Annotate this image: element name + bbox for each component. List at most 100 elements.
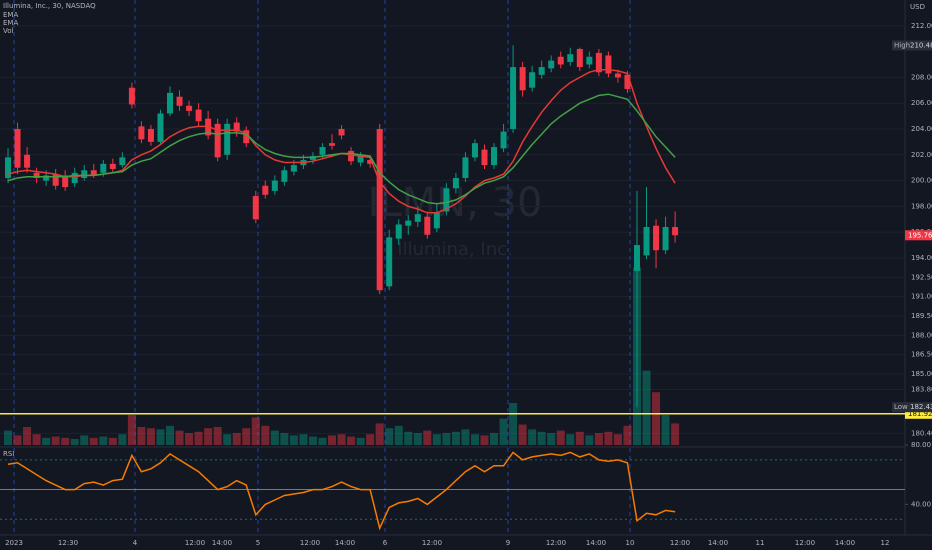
last-price-tag	[905, 230, 932, 241]
candle-body	[62, 175, 69, 188]
y-tick-label: 208.00	[911, 73, 932, 81]
candle-body	[262, 185, 269, 195]
rsi-title: RSI	[3, 450, 14, 458]
candle-body	[433, 212, 440, 229]
candle-body	[176, 96, 183, 106]
volume-bar	[99, 436, 108, 445]
candle-body	[319, 147, 326, 155]
volume-bar	[89, 437, 98, 445]
candle-body	[386, 237, 393, 287]
candle-body	[405, 220, 412, 226]
volume-bar	[528, 429, 537, 445]
rsi-tick-label: 80.00	[911, 441, 931, 449]
volume-bar	[509, 403, 518, 445]
chart-title: Illumina, Inc., 30, NASDAQ	[3, 2, 96, 10]
y-tick-label: 192.50	[911, 273, 932, 281]
candle-body	[100, 163, 107, 173]
y-tick-label: 204.00	[911, 125, 932, 133]
candle-body	[643, 227, 650, 256]
candle-body	[338, 128, 345, 136]
candle-body	[128, 87, 135, 105]
y-tick-label: 183.80	[911, 386, 932, 394]
volume-bar	[356, 437, 365, 445]
candle-body	[24, 154, 31, 168]
candle-body	[109, 163, 116, 169]
candle-body	[71, 172, 78, 184]
x-tick-label: 11	[756, 539, 765, 547]
volume-bar	[366, 434, 375, 445]
volume-bar	[251, 417, 260, 445]
volume-bar	[451, 431, 460, 445]
volume-bar	[404, 431, 413, 445]
volume-bar	[204, 428, 213, 445]
candle-body	[633, 245, 640, 271]
volume-bar	[80, 435, 89, 445]
volume-bar	[432, 434, 441, 445]
y-tick-label: 185.00	[911, 370, 932, 378]
volume-bar	[213, 427, 222, 445]
candle-body	[471, 143, 478, 158]
x-tick-label: 12:00	[422, 539, 442, 547]
rsi-line	[7, 451, 676, 531]
candle-body	[538, 67, 545, 75]
candle-body	[662, 227, 669, 251]
volume-bar	[185, 433, 194, 445]
volume-bar	[223, 434, 232, 445]
volume-bar	[642, 370, 651, 445]
volume-bar	[328, 435, 337, 445]
candle-body	[586, 56, 593, 65]
volume-bar	[32, 434, 41, 445]
volume-bar	[470, 434, 479, 445]
volume-bar	[537, 431, 546, 445]
volume-bar	[127, 415, 136, 445]
candle-body	[357, 156, 364, 163]
x-tick-label: 9	[506, 539, 510, 547]
volume-bar	[280, 433, 289, 445]
candle-body	[271, 180, 278, 191]
x-tick-label: 14:00	[586, 539, 606, 547]
candle-body	[595, 52, 602, 73]
candle-body	[576, 49, 583, 68]
volume-bar	[232, 433, 241, 445]
volume-bar	[442, 433, 451, 445]
volume-bar	[585, 435, 594, 445]
candle-body	[462, 157, 469, 178]
y-tick-label: 188.00	[911, 331, 932, 339]
x-tick-label: 12:00	[670, 539, 690, 547]
x-tick-label: 12:00	[546, 539, 566, 547]
candle-body	[5, 157, 11, 178]
volume-bar	[499, 418, 508, 445]
candle-body	[510, 67, 517, 129]
high_marker-value: 210.48	[910, 41, 932, 49]
candle-body	[395, 224, 402, 239]
volume-bar	[146, 428, 155, 445]
candle-body	[481, 149, 488, 166]
y-tick-label: 202.00	[911, 151, 932, 159]
high_marker-label: High	[894, 41, 910, 49]
candle-body	[138, 126, 145, 140]
y-tick-label: 198.00	[911, 202, 932, 210]
y-tick-label: 194.00	[911, 254, 932, 262]
currency: USD	[910, 3, 925, 11]
x-tick-label: 6	[383, 539, 388, 547]
candle-body	[281, 170, 288, 182]
candle-body	[376, 128, 383, 291]
volume-bar	[242, 428, 251, 445]
last-price-label: 195.76	[908, 231, 932, 239]
volume-bar	[661, 415, 670, 445]
low_marker-box	[892, 402, 932, 413]
volume-bar	[194, 431, 203, 445]
candle-body	[452, 178, 459, 189]
volume-bar	[175, 430, 184, 445]
candle-body	[157, 113, 164, 142]
candle-body	[252, 196, 259, 220]
volume-bar	[652, 392, 661, 445]
watermark-name: Illumina, Inc.	[397, 239, 512, 260]
volume-bar	[270, 430, 279, 445]
candle-body	[167, 92, 174, 114]
legend-ema: EMA	[3, 11, 18, 19]
candle-body	[43, 175, 50, 181]
y-tick-label: 180.40	[911, 429, 932, 437]
volume-bar	[518, 424, 527, 445]
